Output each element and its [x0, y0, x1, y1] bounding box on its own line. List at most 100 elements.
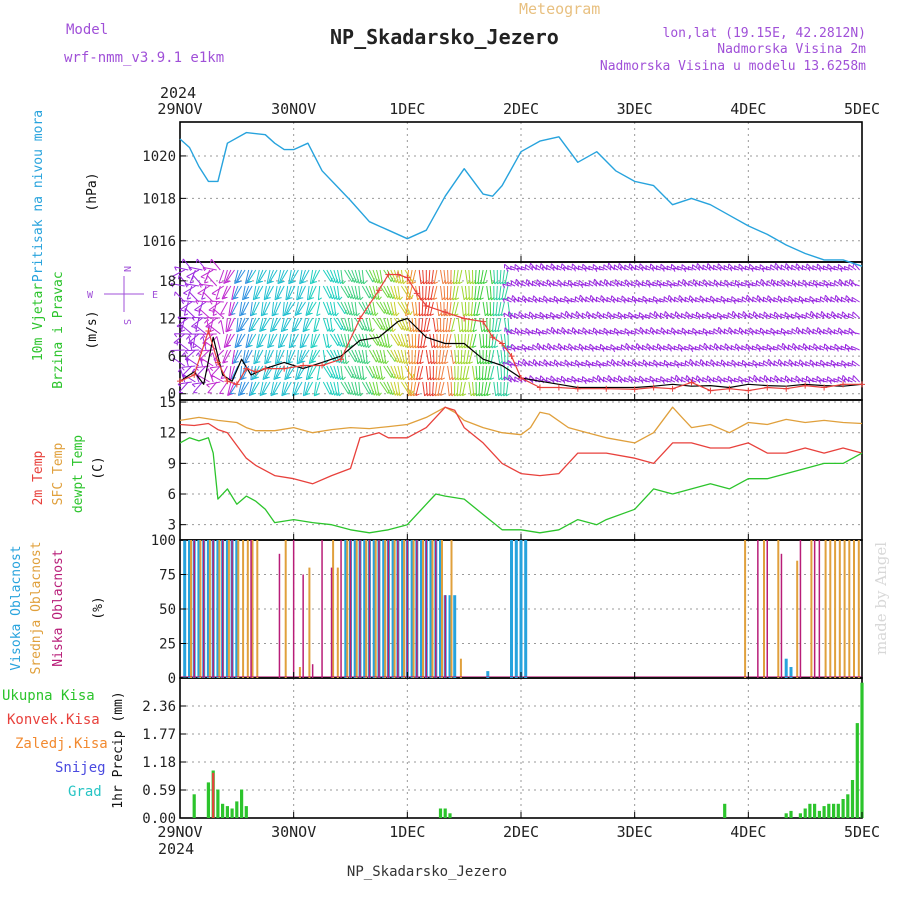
- wind-barb: [454, 301, 459, 316]
- wind-barb: [743, 311, 750, 319]
- wind-barb: [496, 349, 501, 364]
- wind-barb-tick: [811, 363, 814, 368]
- wind-barb: [844, 280, 853, 287]
- wind-barb: [180, 317, 186, 332]
- wind-barb-tick: [652, 345, 654, 350]
- wind-barb: [297, 349, 303, 364]
- wind-barb: [393, 301, 397, 316]
- wind-barb: [196, 258, 207, 271]
- wind-barb: [488, 333, 491, 349]
- wind-barb: [660, 312, 669, 319]
- wind-barb: [442, 333, 445, 348]
- wind-barb: [351, 301, 355, 316]
- wind-barb-tick: [754, 315, 758, 320]
- wind-barb: [266, 269, 271, 284]
- wind-barb: [762, 282, 771, 287]
- wind-barb: [292, 317, 299, 332]
- wind-barb-tick: [627, 297, 630, 302]
- wind-barb: [560, 312, 569, 319]
- wind-barb-tick: [440, 393, 445, 396]
- wind-barb: [248, 333, 257, 347]
- wind-gust-marker: [319, 362, 326, 369]
- wind-barb: [581, 312, 590, 319]
- wind-barb: [701, 299, 711, 303]
- wind-barb-tick: [696, 263, 698, 268]
- wind-barb: [299, 333, 303, 348]
- precip-legend-item: Snijeg: [55, 760, 106, 776]
- wind-barb: [228, 301, 232, 316]
- wind-barb: [283, 381, 292, 395]
- wind-barb: [372, 285, 378, 300]
- wind-barb: [780, 362, 789, 367]
- wind-barb-tick: [218, 281, 223, 284]
- wind-barb-tick: [527, 346, 530, 351]
- cloud-bar-low: [799, 540, 802, 678]
- wind-barb: [326, 365, 334, 379]
- wind-barb: [602, 362, 612, 367]
- wind-barb-tick: [399, 296, 403, 301]
- wind-barb: [542, 329, 551, 335]
- wind-barb: [714, 343, 722, 351]
- wind-barb-tick: [687, 315, 690, 320]
- wind-barb-tick: [516, 268, 520, 273]
- wind-barb-tick: [587, 314, 591, 319]
- wind-barb: [577, 314, 587, 319]
- wind-barb-tick: [530, 315, 534, 320]
- wind-barb: [591, 347, 601, 351]
- wind-barb: [498, 285, 502, 300]
- wind-barb-tick: [690, 362, 694, 367]
- wind-barb-tick: [690, 348, 694, 353]
- wind-barb-tick: [405, 313, 410, 317]
- wind-barb: [829, 281, 839, 287]
- wind-barb: [668, 294, 676, 303]
- cloud-bar-mid: [332, 540, 335, 678]
- wind-barb: [776, 266, 786, 271]
- wind-barb-tick: [588, 329, 591, 334]
- wind-barb-tick: [548, 346, 551, 351]
- wind-barb-tick: [209, 367, 214, 372]
- wind-barb: [608, 262, 615, 271]
- wind-barb: [496, 285, 498, 301]
- wind-barb: [605, 282, 615, 287]
- wind-gust-marker: [859, 381, 865, 388]
- wind-barb-tick: [637, 346, 640, 351]
- wind-barb: [768, 358, 775, 367]
- wind-barb-tick: [573, 330, 576, 335]
- wind-barb: [718, 326, 726, 335]
- wind-barb: [289, 269, 296, 284]
- wind-barb-tick: [509, 363, 513, 369]
- wind-barb-tick: [527, 282, 530, 287]
- wind-barb: [417, 333, 420, 349]
- wind-barb: [479, 333, 482, 348]
- wind-barb-tick: [662, 331, 665, 336]
- wind-barb-tick: [736, 347, 740, 352]
- wind-barb-tick: [768, 347, 772, 353]
- wind-barb-tick: [602, 313, 605, 318]
- wind-barb-tick: [719, 281, 722, 286]
- wind-barb: [810, 310, 818, 319]
- wind-barb-tick: [299, 297, 304, 299]
- wind-barb-tick: [824, 295, 826, 300]
- wind-barb: [326, 301, 332, 316]
- wind-barb-tick: [371, 328, 375, 333]
- wind-barb-tick: [577, 378, 580, 383]
- cloud-bar-mid: [450, 540, 453, 678]
- wind-barb-tick: [589, 295, 592, 300]
- wind-barb: [669, 298, 679, 303]
- lonlat-text: lon,lat (19.15E, 42.2812N): [663, 26, 867, 41]
- wind-barb-tick: [705, 297, 708, 302]
- wind-barb: [365, 349, 368, 364]
- wind-barb-tick: [713, 343, 716, 348]
- wind-barb-tick: [628, 263, 631, 268]
- wind-barb-tick: [850, 346, 853, 351]
- wind-barb-tick: [202, 333, 206, 338]
- wind-barb-tick: [315, 393, 320, 396]
- wind-barb-tick: [612, 299, 615, 304]
- wind-barb: [754, 363, 764, 367]
- wind-barb: [812, 314, 821, 319]
- wind-barb-tick: [574, 345, 576, 350]
- wind-barb: [188, 266, 203, 271]
- wind-barb: [616, 282, 626, 287]
- wind-barb: [212, 308, 225, 319]
- wind-barb: [627, 346, 637, 351]
